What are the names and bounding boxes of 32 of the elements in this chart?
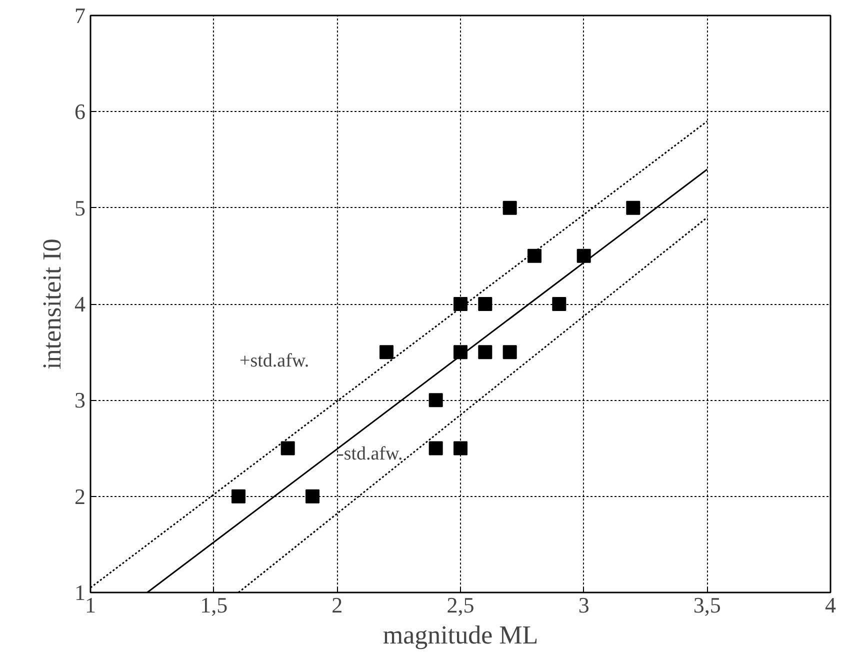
point [528,248,542,263]
x-tick-label: 4 [825,592,836,618]
x-tick-label: 3,5 [693,592,721,618]
point [502,345,517,360]
point [502,200,517,215]
y-tick-label: 3 [74,388,86,413]
y-tick-label: 7 [74,3,86,28]
annotation: -std.afw. [338,444,403,464]
annotation: +std.afw. [240,350,310,372]
point [306,489,320,504]
point [380,345,394,360]
y-axis-title: intensiteit I0 [38,238,66,370]
point [232,489,246,504]
x-tick-label: 2 [332,592,343,618]
point [626,200,640,215]
point [428,441,443,456]
point [454,297,468,311]
y-tick-label: 6 [74,99,86,124]
point [552,297,566,311]
point [576,248,591,263]
x-tick-label: 2,5 [446,592,474,618]
point [478,345,492,360]
y-tick-label: 4 [74,292,86,316]
point [454,441,468,456]
y-tick-label: 2 [74,484,86,509]
point [280,441,295,456]
x-tick-label: 3 [578,592,590,618]
point [428,393,443,408]
x-tick-label: 1,5 [200,592,228,618]
y-tick-label: 5 [74,195,86,220]
x-axis-title: magnitude ML [382,620,538,650]
point [478,297,492,311]
